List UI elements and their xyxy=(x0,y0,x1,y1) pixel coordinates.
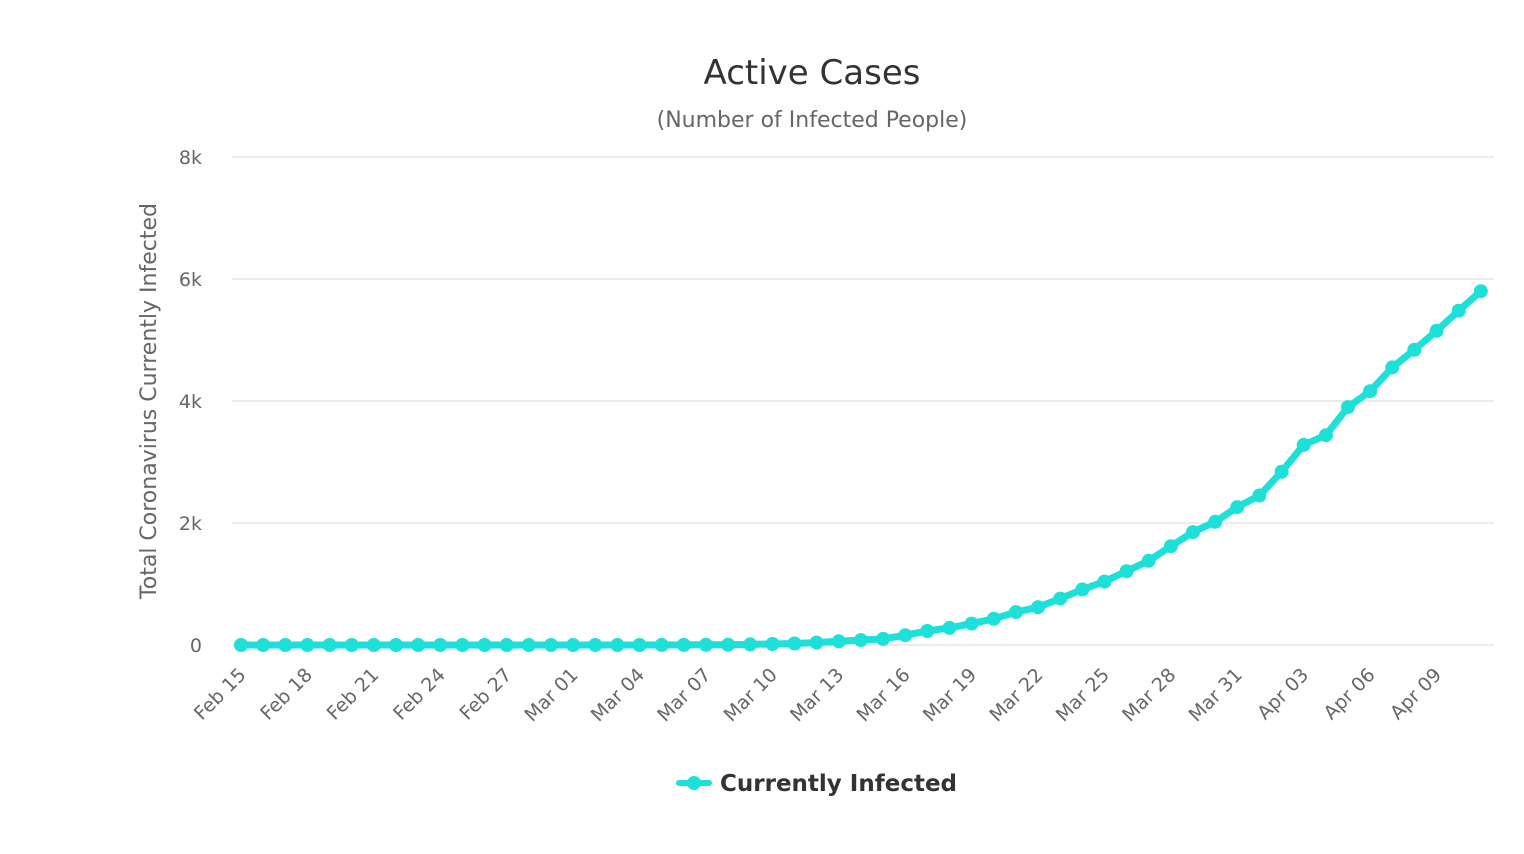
x-tick-label: Mar 04 xyxy=(587,664,649,726)
data-point[interactable] xyxy=(743,637,758,652)
data-point[interactable] xyxy=(1451,303,1466,318)
data-point[interactable] xyxy=(898,628,913,643)
data-point[interactable] xyxy=(234,638,248,652)
data-point[interactable] xyxy=(1473,284,1488,299)
data-point[interactable] xyxy=(1429,323,1444,338)
data-point[interactable] xyxy=(632,638,647,652)
data-point[interactable] xyxy=(1186,525,1200,540)
data-point[interactable] xyxy=(1341,400,1355,415)
data-point[interactable] xyxy=(499,638,514,652)
data-point[interactable] xyxy=(389,638,403,652)
chart-subtitle: (Number of Infected People) xyxy=(657,108,968,133)
data-point[interactable] xyxy=(876,631,891,646)
data-point[interactable] xyxy=(1252,488,1267,503)
data-point[interactable] xyxy=(544,638,558,652)
data-point[interactable] xyxy=(1385,360,1400,375)
data-point[interactable] xyxy=(433,638,448,652)
data-point[interactable] xyxy=(654,637,669,652)
x-tick-label: Mar 07 xyxy=(653,664,715,726)
data-point[interactable] xyxy=(1296,437,1311,452)
data-point[interactable] xyxy=(1318,428,1333,443)
data-point[interactable] xyxy=(920,624,935,638)
x-tick-label: Mar 13 xyxy=(786,664,848,726)
data-point[interactable] xyxy=(610,638,625,652)
x-tick-label: Feb 18 xyxy=(256,664,317,725)
data-point[interactable] xyxy=(1031,600,1045,615)
x-tick-label: Feb 24 xyxy=(389,664,450,725)
chart-title: Active Cases xyxy=(704,53,921,93)
data-point[interactable] xyxy=(366,638,381,652)
data-point[interactable] xyxy=(721,637,736,652)
x-tick-label: Apr 06 xyxy=(1320,664,1380,724)
data-point[interactable] xyxy=(1141,553,1156,568)
data-point[interactable] xyxy=(588,638,603,652)
data-point[interactable] xyxy=(1075,582,1090,597)
data-point[interactable] xyxy=(1407,342,1422,357)
data-point[interactable] xyxy=(1363,384,1378,399)
y-tick-label: 4k xyxy=(179,391,202,413)
x-tick-label: Feb 27 xyxy=(456,664,517,725)
data-point[interactable] xyxy=(566,638,581,652)
data-point[interactable] xyxy=(1274,464,1289,479)
data-point[interactable] xyxy=(1230,500,1245,515)
x-tick-label: Mar 01 xyxy=(520,664,582,726)
data-point[interactable] xyxy=(344,638,359,652)
x-tick-label: Feb 21 xyxy=(323,664,384,725)
data-point[interactable] xyxy=(1119,564,1134,579)
x-tick-label: Mar 16 xyxy=(852,664,914,726)
x-tick-label: Apr 09 xyxy=(1386,664,1446,724)
x-tick-label: Mar 25 xyxy=(1052,664,1114,726)
data-point[interactable] xyxy=(256,638,271,652)
x-tick-label: Mar 22 xyxy=(985,664,1047,726)
data-point[interactable] xyxy=(787,636,802,651)
y-tick-label: 2k xyxy=(179,513,202,535)
x-tick-label: Mar 19 xyxy=(919,664,981,726)
data-point[interactable] xyxy=(809,635,824,650)
y-tick-label: 8k xyxy=(179,147,202,169)
series-currently-infected[interactable] xyxy=(234,284,1488,652)
data-point[interactable] xyxy=(942,620,957,635)
data-point[interactable] xyxy=(300,638,315,652)
data-point[interactable] xyxy=(411,638,426,652)
data-point[interactable] xyxy=(1208,514,1223,529)
data-point[interactable] xyxy=(853,633,868,648)
y-tick-label: 6k xyxy=(179,269,202,291)
y-axis-title: Total Coronavirus Currently Infected xyxy=(137,203,162,600)
series-line xyxy=(237,287,1485,649)
data-point[interactable] xyxy=(1008,605,1023,620)
data-point[interactable] xyxy=(676,637,691,652)
y-tick-label: 0 xyxy=(190,635,202,657)
data-point[interactable] xyxy=(477,638,492,652)
data-point[interactable] xyxy=(831,634,846,649)
legend-label: Currently Infected xyxy=(720,771,957,797)
data-point[interactable] xyxy=(322,638,337,652)
x-tick-label: Mar 31 xyxy=(1185,664,1247,726)
data-point[interactable] xyxy=(765,637,780,651)
data-point[interactable] xyxy=(964,616,979,631)
data-point[interactable] xyxy=(698,637,713,652)
data-point[interactable] xyxy=(1053,591,1068,606)
legend-marker-swatch xyxy=(687,776,701,790)
x-tick-label: Mar 10 xyxy=(720,664,782,726)
data-point[interactable] xyxy=(986,611,1001,626)
x-tick-label: Mar 28 xyxy=(1118,664,1180,726)
legend[interactable]: Currently Infected xyxy=(676,771,957,797)
data-point[interactable] xyxy=(278,638,293,652)
data-point[interactable] xyxy=(521,638,536,652)
grid-lines xyxy=(232,156,1494,646)
x-tick-label: Apr 03 xyxy=(1253,664,1313,724)
x-tick-label: Feb 15 xyxy=(190,664,251,725)
x-tick-labels: Feb 15 Feb 18 Feb 21 Feb 24 Feb 27 Mar 01 Mar … xyxy=(190,664,1446,726)
y-tick-labels: 0 2k 4k 6k 8k xyxy=(179,147,202,657)
data-point[interactable] xyxy=(1097,574,1112,589)
data-point[interactable] xyxy=(455,638,470,652)
data-point[interactable] xyxy=(1163,539,1178,554)
